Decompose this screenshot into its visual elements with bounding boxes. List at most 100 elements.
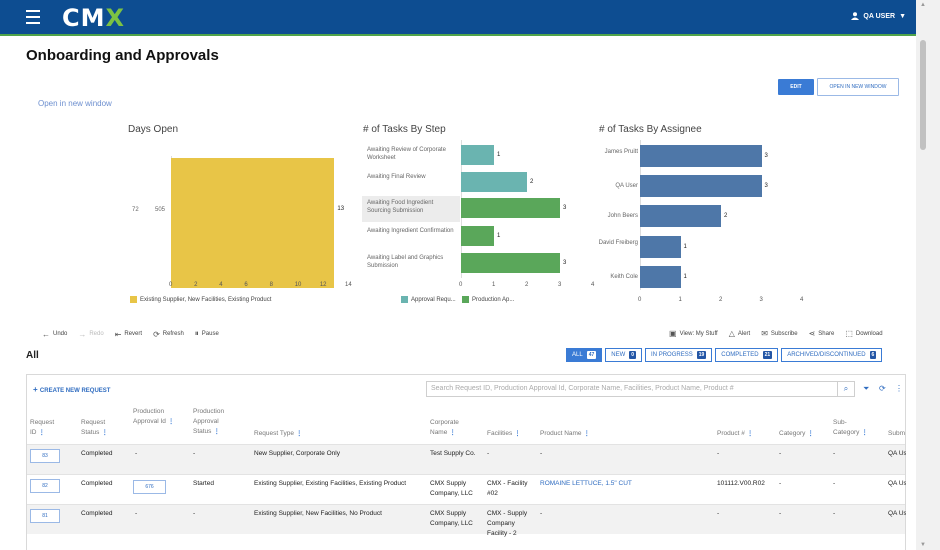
redo-icon[interactable]: → [78,329,87,339]
more-options-icon[interactable]: ⋮ [895,384,903,393]
revert-icon[interactable]: ⇤ [114,329,122,339]
hamburger-menu-icon[interactable] [26,10,40,24]
column-header[interactable]: Request Type ⋮ [254,429,382,439]
alert-label[interactable]: Alert [737,330,751,337]
column-header[interactable]: Production Approval Status ⋮ [193,407,246,437]
column-header[interactable]: Facilities ⋮ [487,429,535,439]
bar-value-label: 3 [764,153,768,159]
column-menu-icon[interactable]: ⋮ [746,430,754,437]
request-id-link[interactable]: 82 [30,479,60,493]
column-header[interactable]: Request ID ⋮ [30,418,58,438]
days-open-category-note: 505 [155,207,166,213]
product-name[interactable]: ROMAINE LETTUCE, 1.5" CUT [540,480,632,487]
revert-label[interactable]: Revert [124,331,143,337]
download-icon[interactable]: ⬚ [845,329,853,338]
search-input[interactable]: Search Request ID, Production Approval I… [426,381,838,397]
production-approval-id-link[interactable]: 676 [133,480,166,494]
column-header-label: Production Approval Status [193,408,225,435]
scroll-down-icon[interactable]: ▼ [920,542,926,548]
column-menu-icon[interactable]: ⋮ [514,430,521,437]
page-title: Onboarding and Approvals [26,47,219,64]
column-header[interactable]: Production Approval Id ⋮ [133,407,181,427]
column-header[interactable]: Category ⋮ [779,429,827,439]
chart-tasks-by-assignee-title: # of Tasks By Assignee [599,124,702,135]
view-label[interactable]: View: My Stuff [679,330,718,337]
subscribe-icon[interactable]: ✉ [761,329,768,338]
assignee-bar[interactable] [640,145,762,167]
share-icon[interactable]: ⋖ [808,329,816,338]
alert-icon[interactable]: △ [728,329,735,338]
refresh-icon[interactable]: ⟳ [153,329,160,339]
column-header[interactable]: Corporate Name ⋮ [430,418,478,438]
request-status: Completed [81,450,113,457]
assignee-label: David Freiberg [598,240,638,246]
x-tick-label: 14 [345,282,352,288]
subscribe-label[interactable]: Subscribe [770,330,798,337]
scrollbar-thumb[interactable] [920,40,926,150]
cmx-logo[interactable]: CMX [62,4,126,32]
view-icon[interactable]: ▣ [669,329,677,338]
step-bar[interactable] [461,253,560,273]
assignee-bar[interactable] [640,205,721,227]
search-icon[interactable]: ⌕ [838,381,855,397]
step-bar[interactable] [461,145,494,165]
tab-all[interactable]: ALL 47 [566,348,603,362]
column-menu-icon[interactable]: ⋮ [38,429,46,436]
edit-button[interactable]: EDIT [778,79,814,95]
filter-icon[interactable]: ⏷ [863,384,870,393]
pause-icon[interactable]: ⏸ [194,329,199,338]
tab-archived[interactable]: ARCHIVED/DISCONTINUED 6 [781,348,883,362]
request-id-link[interactable]: 83 [30,449,60,463]
table-row[interactable] [27,444,905,474]
create-new-request-button[interactable]: + CREATE NEW REQUEST [33,385,110,394]
page-scrollbar[interactable]: ▲ ▼ [916,0,940,550]
assignee-bar[interactable] [640,266,681,288]
column-menu-icon[interactable]: ⋮ [449,429,456,436]
column-header[interactable]: Sub-Category ⋮ [833,418,871,438]
redo-label[interactable]: Redo [89,331,104,337]
tab-completed[interactable]: COMPLETED 21 [715,348,779,362]
column-menu-icon[interactable]: ⋮ [583,430,591,437]
open-in-new-window-button[interactable]: OPEN IN NEW WINDOW [817,78,899,96]
table-row[interactable] [27,504,905,534]
assignee-bar[interactable] [640,236,681,258]
column-menu-icon[interactable]: ⋮ [807,430,814,437]
share-label[interactable]: Share [818,330,835,337]
request-type: New Supplier, Corporate Only [254,450,340,457]
column-header[interactable]: Request Status ⋮ [81,418,119,438]
scroll-up-icon[interactable]: ▲ [920,2,926,8]
tab-new[interactable]: NEW 0 [605,348,643,362]
column-menu-icon[interactable]: ⋮ [213,428,220,435]
column-menu-icon[interactable]: ⋮ [296,430,303,437]
bar-value-label: 1 [683,244,687,250]
step-bar[interactable] [461,198,560,218]
column-header[interactable]: Subm [888,429,916,439]
user-menu[interactable]: QA USER ▼ [851,12,906,20]
tab-in-progress[interactable]: IN PROGRESS 19 [645,348,713,362]
refresh-table-icon[interactable]: ⟳ [879,384,886,393]
bar-value-label: 1 [683,274,687,280]
column-menu-icon[interactable]: ⋮ [861,429,868,436]
assignee-bar[interactable] [640,175,762,197]
column-header[interactable]: Product # ⋮ [717,429,761,439]
request-id-link[interactable]: 81 [30,509,60,523]
column-menu-icon[interactable]: ⋮ [167,418,175,425]
table-row[interactable] [27,474,905,504]
legend-swatch [130,296,137,303]
column-header[interactable]: Product Name ⋮ [540,429,618,439]
refresh-label[interactable]: Refresh [162,331,184,337]
open-in-new-window-link[interactable]: Open in new window [38,99,112,108]
undo-icon[interactable]: ← [42,329,50,339]
caret-down-icon: ▼ [899,12,906,20]
undo-label[interactable]: Undo [53,331,68,337]
sub-category: - [833,480,836,487]
highlight-row [362,196,460,222]
tab-count: 21 [762,351,773,359]
days-open-bar[interactable] [171,158,335,288]
step-bar[interactable] [461,226,494,246]
facilities: - [487,450,490,457]
step-bar[interactable] [461,172,527,192]
pause-label[interactable]: Pause [201,331,219,337]
download-label[interactable]: Download [855,330,883,337]
column-menu-icon[interactable]: ⋮ [101,429,108,436]
